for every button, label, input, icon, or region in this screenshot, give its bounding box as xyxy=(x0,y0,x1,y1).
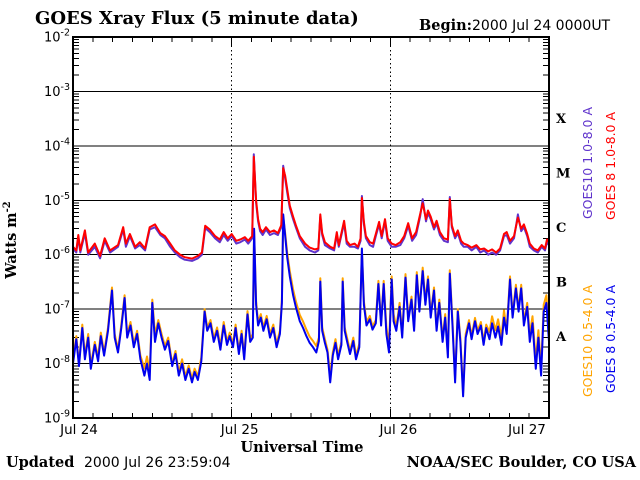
y-tick-label: 10-5 xyxy=(44,191,70,209)
begin-value: 2000 Jul 24 0000UT xyxy=(472,18,611,34)
day-gridlines xyxy=(231,37,391,418)
plot-frame xyxy=(72,36,550,419)
legend-goes10-1.0-8.0-a: GOES10 1.0-8.0 A xyxy=(580,107,595,219)
flare-class-labels: X M C B A xyxy=(555,112,570,345)
updated-value: 2000 Jul 26 23:59:04 xyxy=(84,455,231,471)
begin-label: Begin: xyxy=(419,17,472,34)
legend: GOES10 0.5-4.0 A GOES 8 0.5-4.0 A GOES10 1… xyxy=(580,107,618,397)
updated-label: Updated xyxy=(6,454,74,471)
y-axis-title: Watts m-2 xyxy=(2,201,20,280)
h-gridlines xyxy=(73,90,549,365)
flare-class-m: M xyxy=(556,167,570,182)
series-goes10-0.5-4.0-a xyxy=(72,215,550,394)
legend-goes10-0.5-4.0-a: GOES10 0.5-4.0 A xyxy=(580,285,595,397)
x-axis-ticks xyxy=(72,37,550,418)
y-tick-labels: 10-2 10-3 10-4 10-5 10-6 10-7 10-8 10-9 xyxy=(44,28,70,427)
source-credit: NOAA/SEC Boulder, CO USA xyxy=(407,454,637,471)
x-tick-label: Jul 26 xyxy=(378,422,417,438)
x-tick-labels: Jul 24 Jul 25 Jul 26 Jul 27 xyxy=(59,422,546,438)
y-tick-label: 10-3 xyxy=(44,82,70,100)
series-goes10-1.0-8.0-a xyxy=(72,153,550,262)
flare-class-x: X xyxy=(556,112,567,127)
y-tick-label: 10-8 xyxy=(44,354,70,372)
flare-class-a: A xyxy=(555,330,567,345)
y-axis-ticks xyxy=(73,38,549,403)
legend-goes-8-0.5-4.0-a: GOES 8 0.5-4.0 A xyxy=(603,285,618,393)
y-tick-label: 10-6 xyxy=(44,245,70,263)
x-tick-label: Jul 25 xyxy=(220,422,259,438)
x-axis-title: Universal Time xyxy=(241,439,364,456)
y-tick-label: 10-4 xyxy=(44,136,70,154)
series-goes-8-0.5-4.0-a xyxy=(72,213,550,398)
x-tick-label: Jul 24 xyxy=(59,422,98,438)
x-tick-label: Jul 27 xyxy=(507,422,546,438)
chart-title: GOES Xray Flux (5 minute data) xyxy=(35,8,359,29)
flare-class-b: B xyxy=(556,275,567,290)
plot-area: 10-2 10-3 10-4 10-5 10-6 10-7 10-8 10-9 Watts m-… xyxy=(2,28,618,439)
y-tick-label: 10-9 xyxy=(44,409,70,427)
legend-goes-8-1.0-8.0-a: GOES 8 1.0-8.0 A xyxy=(603,112,618,220)
series-goes-8-1.0-8.0-a xyxy=(72,155,550,260)
y-tick-label: 10-2 xyxy=(44,28,70,46)
flare-class-c: C xyxy=(556,221,566,236)
y-tick-label: 10-7 xyxy=(44,300,70,318)
